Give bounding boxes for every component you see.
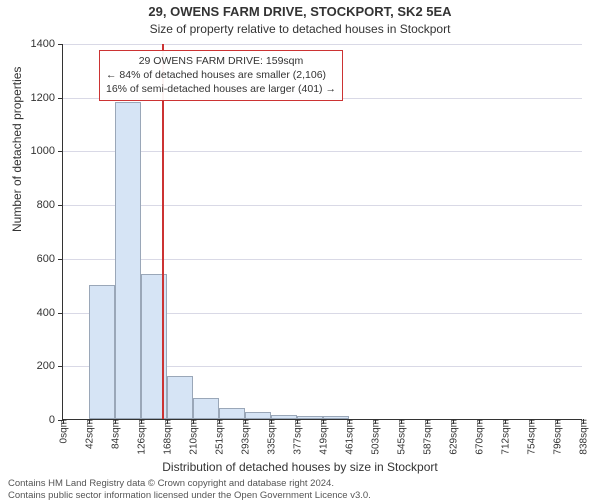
footer-attribution: Contains HM Land Registry data © Crown c… <box>8 478 592 500</box>
x-tick-label: 126sqm <box>135 419 148 455</box>
y-tick-label: 600 <box>37 253 63 265</box>
chart-container: 29, OWENS FARM DRIVE, STOCKPORT, SK2 5EA… <box>0 0 600 500</box>
x-tick-label: 419sqm <box>317 419 330 455</box>
x-tick-label: 42sqm <box>83 419 96 449</box>
x-tick-label: 168sqm <box>161 419 174 455</box>
x-tick-label: 629sqm <box>447 419 460 455</box>
y-tick-label: 1000 <box>31 145 63 157</box>
x-tick-label: 670sqm <box>472 419 485 455</box>
x-tick-label: 210sqm <box>187 419 200 455</box>
x-tick-label: 0sqm <box>57 419 70 443</box>
annotation-line: ← 84% of detached houses are smaller (2,… <box>106 68 336 82</box>
x-axis-title: Distribution of detached houses by size … <box>0 460 600 474</box>
y-axis-title: Number of detached properties <box>10 67 24 232</box>
annotation-box: 29 OWENS FARM DRIVE: 159sqm← 84% of deta… <box>99 50 343 101</box>
x-tick-label: 545sqm <box>395 419 408 455</box>
plot-area: 02004006008001000120014000sqm42sqm84sqm1… <box>62 44 582 420</box>
y-tick-label: 400 <box>37 307 63 319</box>
gridline-h <box>63 44 582 45</box>
chart-title-line2: Size of property relative to detached ho… <box>0 22 600 36</box>
x-tick-label: 796sqm <box>550 419 563 455</box>
histogram-bar <box>115 102 141 419</box>
x-tick-label: 838sqm <box>577 419 590 455</box>
annotation-line: 29 OWENS FARM DRIVE: 159sqm <box>106 54 336 68</box>
y-tick-label: 1400 <box>31 38 63 50</box>
histogram-bar <box>89 285 115 419</box>
footer-line2: Contains public sector information licen… <box>8 490 592 500</box>
histogram-bar <box>297 416 323 419</box>
histogram-bar <box>219 408 245 419</box>
x-tick-label: 461sqm <box>343 419 356 455</box>
x-tick-label: 335sqm <box>264 419 277 455</box>
x-tick-label: 293sqm <box>238 419 251 455</box>
histogram-bar <box>245 412 271 419</box>
x-tick-label: 377sqm <box>290 419 303 455</box>
x-tick-label: 251sqm <box>212 419 225 455</box>
y-tick-label: 800 <box>37 199 63 211</box>
x-tick-label: 503sqm <box>369 419 382 455</box>
x-tick-label: 587sqm <box>421 419 434 455</box>
chart-title-line1: 29, OWENS FARM DRIVE, STOCKPORT, SK2 5EA <box>0 4 600 19</box>
y-tick-label: 1200 <box>31 92 63 104</box>
histogram-bar <box>323 416 349 419</box>
annotation-line: 16% of semi-detached houses are larger (… <box>106 82 336 96</box>
y-tick-label: 200 <box>37 360 63 372</box>
x-tick-label: 712sqm <box>498 419 511 455</box>
x-tick-label: 754sqm <box>524 419 537 455</box>
x-tick-label: 84sqm <box>109 419 122 449</box>
footer-line1: Contains HM Land Registry data © Crown c… <box>8 478 592 490</box>
histogram-bar <box>271 415 297 419</box>
histogram-bar <box>167 376 193 419</box>
histogram-bar <box>193 398 218 419</box>
